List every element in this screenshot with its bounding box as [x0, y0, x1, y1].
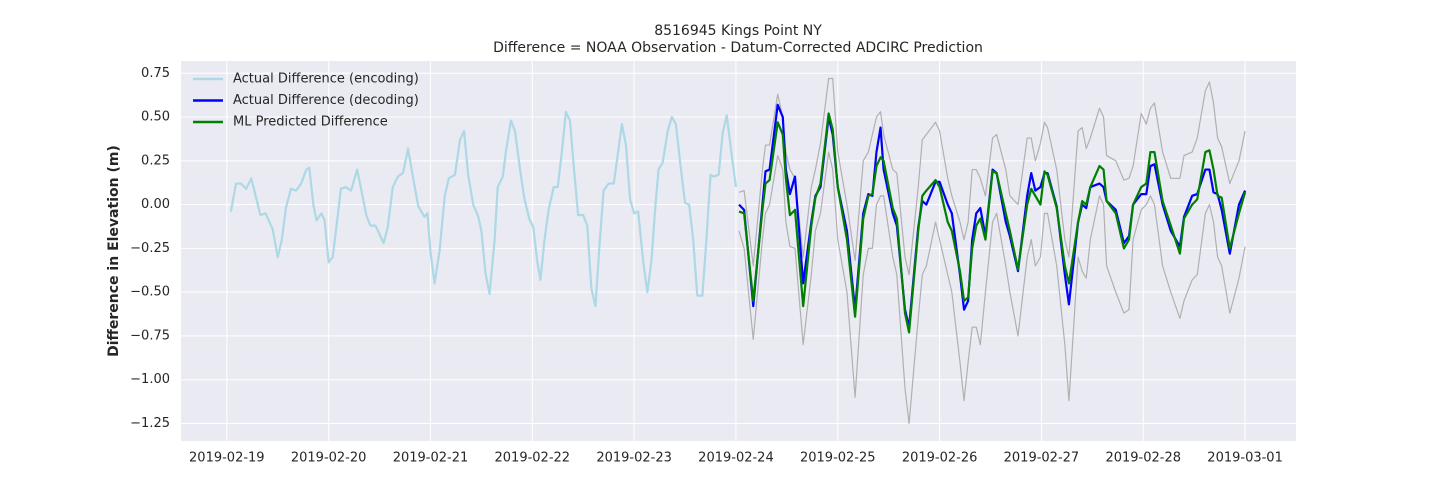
x-tick-label: 2019-03-01 — [1207, 451, 1283, 466]
y-tick-label: −1.25 — [130, 416, 170, 431]
y-tick-label: 0.00 — [141, 197, 170, 212]
y-tick-label: 0.75 — [141, 66, 170, 81]
chart-title: 8516945 Kings Point NY — [654, 23, 822, 39]
series-line — [738, 112, 1247, 334]
y-tick-label: −0.25 — [130, 241, 170, 256]
legend-label: Actual Difference (encoding) — [233, 72, 419, 87]
x-tick-label: 2019-02-22 — [495, 451, 571, 466]
x-tick-label: 2019-02-23 — [596, 451, 672, 466]
y-tick-label: −1.00 — [130, 372, 170, 387]
y-axis-label: Difference in Elevation (m) — [106, 145, 122, 357]
legend: Actual Difference (encoding) Actual Diffe… — [193, 72, 419, 130]
chart-subtitle: Difference = NOAA Observation - Datum-Co… — [493, 40, 983, 56]
series-line — [229, 110, 738, 308]
x-tick-label: 2019-02-27 — [1004, 451, 1080, 466]
x-tick-label: 2019-02-20 — [291, 451, 367, 466]
plot-area — [181, 61, 1296, 441]
lines — [229, 77, 1247, 425]
y-tick-label: 0.50 — [141, 110, 170, 125]
range-line — [738, 77, 1246, 276]
x-tick-label: 2019-02-25 — [800, 451, 876, 466]
x-tick-label: 2019-02-28 — [1105, 451, 1181, 466]
y-tick-label: −0.75 — [130, 328, 170, 343]
x-tick-label: 2019-02-26 — [902, 451, 978, 466]
x-tick-label: 2019-02-19 — [189, 451, 265, 466]
x-tick-label: 2019-02-24 — [698, 451, 774, 466]
x-tick-label: 2019-02-21 — [393, 451, 469, 466]
legend-label: ML Predicted Difference — [233, 115, 388, 130]
range-line — [738, 151, 1246, 425]
legend-label: Actual Difference (decoding) — [233, 93, 419, 108]
y-tick-label: 0.25 — [141, 153, 170, 168]
y-tick-label: −0.50 — [130, 285, 170, 300]
